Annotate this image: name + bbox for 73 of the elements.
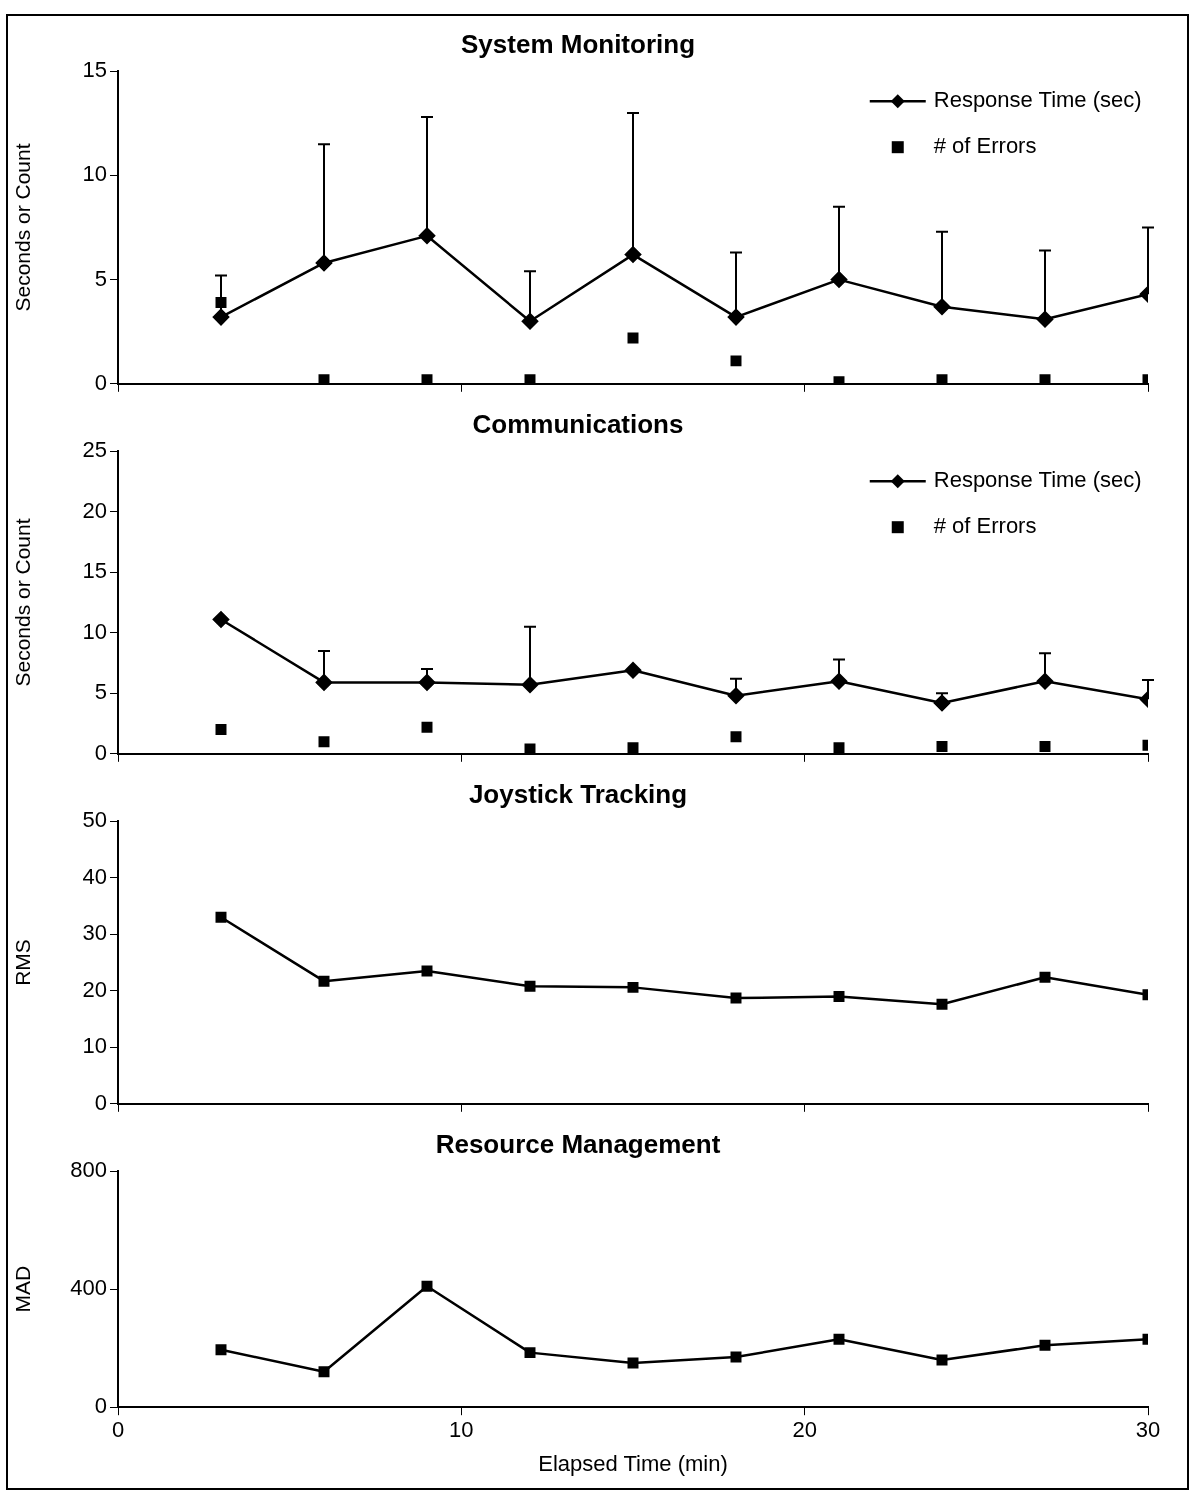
legend-label: Response Time (sec) — [933, 467, 1142, 493]
y-tick-label: 15 — [82, 57, 107, 83]
point — [627, 1357, 639, 1369]
point — [627, 742, 639, 754]
x-tick-label: 0 — [111, 1417, 125, 1443]
x-axis-title: Elapsed Time (min) — [538, 1450, 728, 1476]
y-tick-label: 800 — [70, 1157, 107, 1183]
y-axis-title: Seconds or Count — [11, 143, 35, 312]
point — [215, 1344, 227, 1356]
y-axis-title: Seconds or Count — [11, 518, 35, 687]
chart-title: System Monitoring — [460, 28, 696, 59]
point — [624, 246, 642, 263]
point — [215, 724, 227, 736]
point — [833, 742, 845, 754]
x-tick-label: 10 — [449, 1417, 474, 1443]
y-tick-label: 0 — [94, 1393, 107, 1419]
y-axis-title: RMS — [11, 939, 35, 986]
point — [830, 271, 848, 288]
point — [524, 743, 536, 754]
point — [318, 975, 330, 987]
point — [421, 965, 433, 977]
point — [730, 992, 742, 1004]
point — [936, 998, 948, 1010]
point — [318, 736, 330, 748]
point — [627, 981, 639, 993]
point — [833, 990, 845, 1002]
y-tick-label: 400 — [70, 1275, 107, 1301]
y-tick-label: 40 — [82, 863, 107, 889]
point — [627, 332, 639, 344]
y-tick-label: 20 — [82, 497, 107, 523]
y-tick-label: 25 — [82, 437, 107, 463]
y-tick-label: 10 — [82, 1033, 107, 1059]
chart-title: Communications — [472, 408, 684, 439]
point — [730, 355, 742, 367]
point — [1039, 971, 1051, 983]
point — [418, 674, 436, 691]
point — [730, 731, 742, 743]
point — [727, 687, 745, 704]
point — [936, 741, 948, 753]
point — [524, 980, 536, 992]
y-tick-label: 5 — [94, 679, 107, 705]
chart-title: Resource Management — [435, 1128, 721, 1159]
y-tick-label: 10 — [82, 161, 107, 187]
legend-label: # of Errors — [933, 133, 1037, 159]
y-tick-label: 10 — [82, 618, 107, 644]
y-tick-label: 0 — [94, 1089, 107, 1115]
point — [421, 721, 433, 733]
legend-label: Response Time (sec) — [933, 87, 1142, 113]
point — [315, 674, 333, 691]
y-tick-label: 5 — [94, 265, 107, 291]
point — [212, 611, 230, 628]
point — [933, 298, 951, 315]
x-tick-label: 20 — [792, 1417, 817, 1443]
point — [624, 662, 642, 679]
y-tick-label: 50 — [82, 807, 107, 833]
x-tick-label: 30 — [1135, 1417, 1161, 1443]
y-tick-label: 15 — [82, 558, 107, 584]
point — [524, 1347, 536, 1359]
y-tick-label: 0 — [94, 739, 107, 765]
legend-label: # of Errors — [933, 513, 1037, 539]
y-tick-label: 30 — [82, 920, 107, 946]
point — [215, 911, 227, 923]
point — [421, 1280, 433, 1292]
point — [730, 1351, 742, 1363]
point — [318, 1366, 330, 1378]
y-tick-label: 20 — [82, 976, 107, 1002]
point — [1039, 1339, 1051, 1351]
chart-title: Joystick Tracking — [468, 778, 688, 809]
point — [521, 313, 539, 330]
point — [1039, 741, 1051, 753]
y-tick-label: 0 — [94, 369, 107, 395]
y-axis-title: MAD — [11, 1265, 35, 1313]
point — [833, 1333, 845, 1345]
